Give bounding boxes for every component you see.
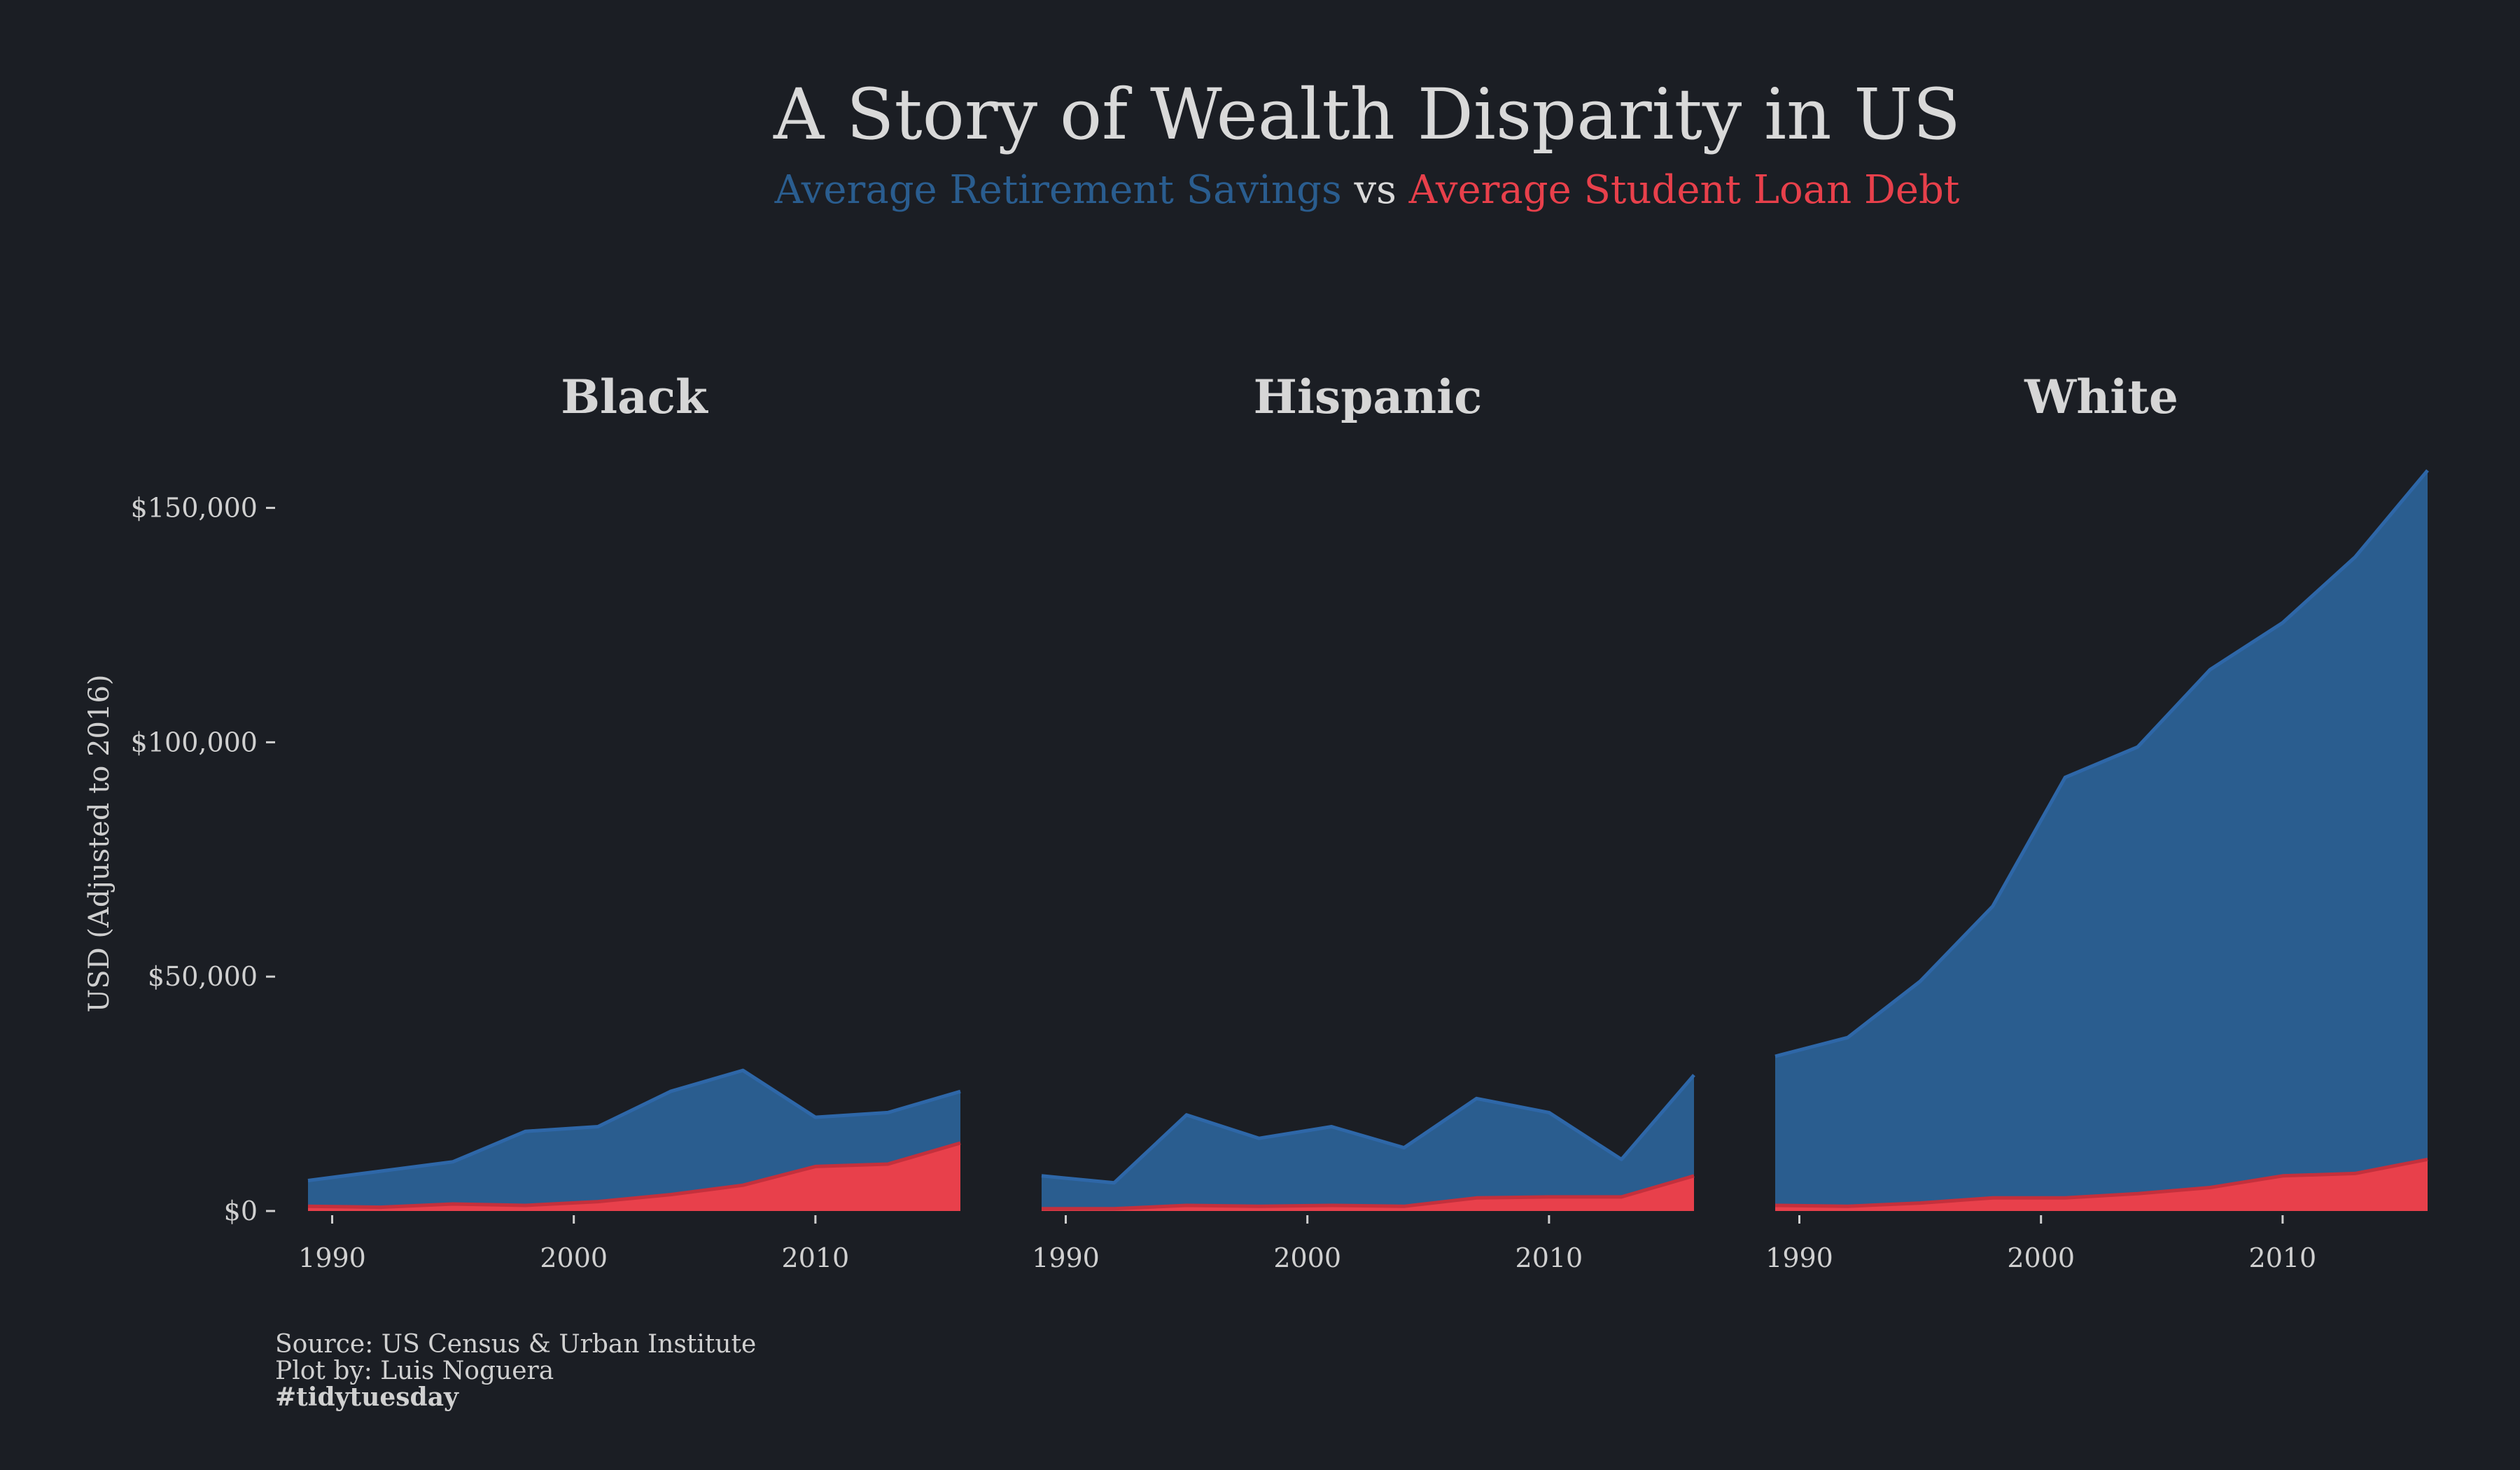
x-tick-label: 2000 bbox=[540, 1242, 608, 1273]
loan-area bbox=[1042, 1175, 1694, 1211]
loan-area bbox=[308, 1142, 960, 1211]
y-axis: $0 $50,000 $100,000 $150,000 bbox=[131, 493, 275, 1226]
retirement-area bbox=[1775, 470, 2428, 1211]
facet-white: White 1990 2000 2010 bbox=[1765, 370, 2429, 1273]
x-tick-label: 2010 bbox=[782, 1242, 850, 1273]
loan-line bbox=[307, 1141, 961, 1210]
loan-line bbox=[1774, 1157, 2428, 1208]
loan-line bbox=[1042, 1174, 1695, 1211]
facet-title: White bbox=[2024, 370, 2178, 424]
y-tick-label: $100,000 bbox=[131, 727, 258, 757]
y-tick-label: $50,000 bbox=[148, 961, 258, 992]
x-tick-label: 1990 bbox=[1765, 1242, 1833, 1273]
caption-author: Plot by: Luis Noguera bbox=[275, 1357, 554, 1385]
retirement-area bbox=[1042, 1074, 1694, 1211]
x-tick-label: 2000 bbox=[1273, 1242, 1341, 1273]
caption-source: Source: US Census & Urban Institute bbox=[275, 1330, 756, 1359]
facet-title: Black bbox=[561, 370, 708, 424]
facet-title: Hispanic bbox=[1254, 370, 1483, 424]
x-tick-label: 2010 bbox=[2249, 1242, 2317, 1273]
x-tick-label: 2010 bbox=[1516, 1242, 1583, 1273]
chart-title: A Story of Wealth Disparity in US bbox=[773, 74, 1961, 155]
subtitle-retirement: Average Retirement Savings bbox=[774, 167, 1342, 213]
subtitle-vs: vs bbox=[1342, 167, 1409, 213]
y-tick-label: $150,000 bbox=[131, 493, 258, 524]
y-tick-label: $0 bbox=[224, 1196, 258, 1226]
subtitle-loan: Average Student Loan Debt bbox=[1408, 167, 1960, 213]
retirement-line bbox=[307, 1068, 961, 1182]
x-tick-label: 1990 bbox=[298, 1242, 366, 1273]
retirement-line bbox=[1774, 469, 2429, 1058]
facet-hispanic: Hispanic 1990 2000 2010 bbox=[1032, 370, 1695, 1273]
caption-hashtag: #tidytuesday bbox=[275, 1382, 459, 1412]
x-tick-label: 2000 bbox=[2007, 1242, 2075, 1273]
chart-subtitle: Average Retirement Savings vs Average St… bbox=[774, 167, 1960, 213]
x-tick-label: 1990 bbox=[1032, 1242, 1100, 1273]
retirement-line bbox=[1041, 1074, 1695, 1185]
loan-area bbox=[1775, 1159, 2428, 1211]
caption: Source: US Census & Urban Institute Plot… bbox=[275, 1330, 756, 1412]
facet-black: Black 1990 2000 2010 bbox=[298, 370, 961, 1273]
y-axis-title: USD (Adjusted to 2016) bbox=[83, 674, 115, 1012]
